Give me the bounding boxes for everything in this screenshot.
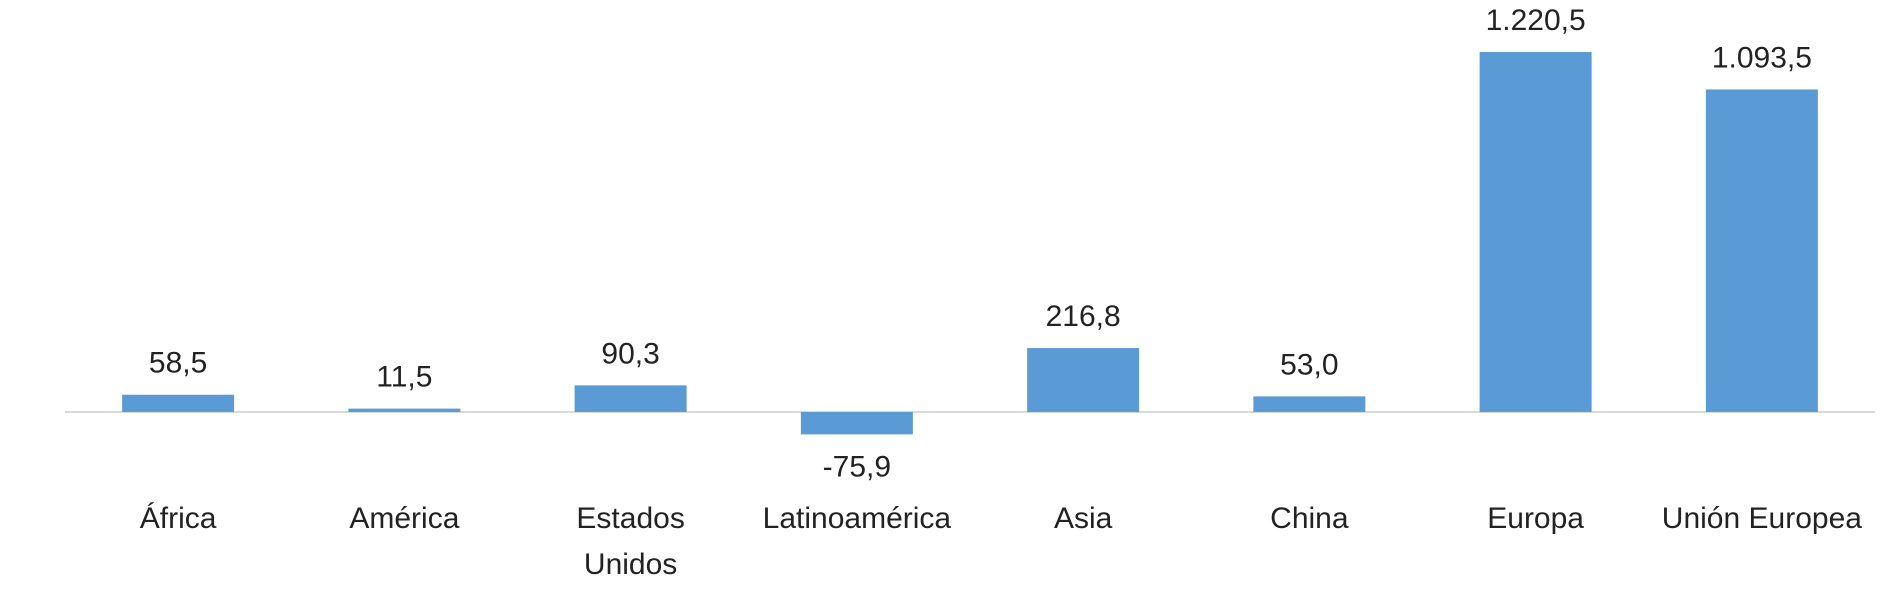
bar: [574, 385, 687, 412]
value-label: 58,5: [149, 347, 207, 380]
value-label: 11,5: [376, 361, 432, 394]
x-tick-label: China: [1270, 502, 1349, 535]
x-tick-label: Latinoamérica: [762, 502, 952, 535]
value-label: 216,8: [1046, 300, 1121, 333]
bar: [1027, 348, 1140, 412]
bar: [1705, 89, 1818, 413]
value-label: 53,0: [1280, 348, 1338, 381]
x-tick-label: América: [349, 502, 460, 535]
x-tick-label: Asia: [1053, 502, 1113, 535]
bar: [800, 412, 913, 435]
bar: [1479, 52, 1592, 412]
x-tick-label: Europa: [1487, 502, 1584, 535]
x-tick-label: Estados Unidos: [576, 502, 685, 581]
x-tick-label: África: [139, 502, 217, 535]
value-label: 90,3: [601, 337, 659, 370]
x-tick-label: Unión Europea: [1661, 502, 1862, 535]
value-label: 1.220,5: [1486, 4, 1586, 37]
value-label: 1.093,5: [1712, 41, 1812, 74]
bar: [122, 394, 235, 412]
bar: [348, 408, 461, 412]
bar: [1253, 396, 1366, 412]
value-label: -75,9: [823, 450, 891, 483]
